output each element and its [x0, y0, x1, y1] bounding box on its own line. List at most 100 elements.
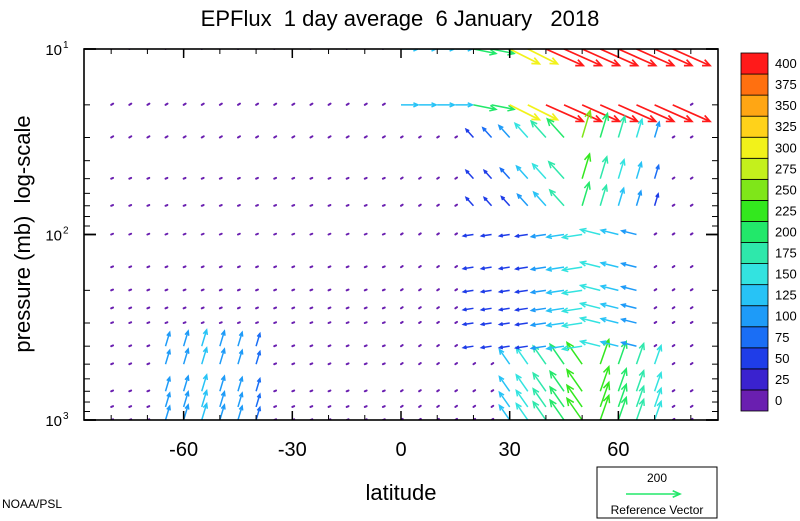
svg-text:2: 2: [63, 226, 69, 237]
flux-vector: [529, 289, 547, 295]
flux-vector: [309, 204, 314, 207]
flux-vector: [381, 204, 386, 207]
flux-vector: [255, 331, 262, 347]
flux-vector: [418, 288, 422, 292]
flux-vector: [497, 322, 510, 327]
flux-vector: [128, 405, 133, 408]
flux-vector: [363, 265, 368, 269]
flux-vector: [546, 117, 565, 139]
flux-vector: [200, 176, 205, 180]
flux-vector: [327, 176, 332, 180]
flux-vector: [291, 176, 296, 180]
flux-vector: [653, 265, 658, 269]
flux-vector: [490, 389, 495, 393]
flux-vector: [578, 227, 601, 236]
flux-vector: [237, 348, 244, 365]
flux-vector: [128, 176, 133, 180]
flux-vector: [455, 49, 475, 52]
flux-vector: [527, 49, 560, 65]
flux-vector: [381, 306, 386, 310]
flux-vector: [400, 135, 404, 139]
flux-vector: [327, 321, 332, 325]
svg-text:10: 10: [45, 228, 62, 245]
flux-vector: [635, 341, 645, 365]
colorbar-label: 25: [775, 372, 789, 387]
flux-vector: [291, 204, 296, 207]
flux-vector: [671, 176, 676, 180]
flux-vector: [490, 362, 495, 366]
flux-vector: [345, 389, 350, 393]
flux-vector: [164, 265, 169, 269]
flux-vector: [454, 306, 459, 310]
flux-vector: [653, 399, 663, 420]
flux-vector: [418, 389, 422, 393]
flux-vector: [218, 232, 223, 236]
flux-vector: [128, 232, 133, 236]
flux-vector: [515, 402, 529, 420]
flux-vector: [498, 390, 511, 408]
flux-vector: [560, 307, 583, 314]
flux-vector: [419, 102, 439, 108]
reference-vector-magnitude: 200: [647, 471, 667, 485]
flux-vector: [527, 104, 560, 121]
flux-vector: [345, 405, 350, 408]
flux-vector: [461, 322, 474, 327]
flux-vector: [599, 155, 609, 179]
colorbar-label: 275: [775, 161, 797, 176]
flux-vector: [454, 232, 459, 236]
flux-vector: [400, 232, 404, 236]
flux-vector: [532, 387, 547, 408]
flux-vector: [309, 288, 314, 292]
flux-vector: [164, 204, 169, 207]
flux-vector: [255, 376, 262, 392]
flux-vector: [436, 232, 440, 236]
flux-vector: [400, 265, 404, 269]
flux-vector: [418, 306, 422, 310]
flux-vector: [363, 321, 368, 325]
flux-vector: [529, 322, 547, 328]
flux-vector: [128, 362, 133, 366]
flux-vector: [164, 135, 169, 139]
colorbar-label: 325: [775, 119, 797, 134]
flux-vector: [531, 162, 547, 180]
flux-vector: [509, 49, 542, 65]
flux-vector: [513, 233, 528, 238]
svg-text:3: 3: [63, 411, 69, 422]
flux-vector: [689, 362, 694, 366]
flux-vector: [671, 344, 676, 348]
flux-vector: [479, 345, 492, 350]
flux-vector: [363, 135, 368, 139]
flux-vector: [327, 344, 332, 348]
flux-vector: [218, 135, 223, 139]
flux-vector: [617, 395, 628, 420]
flux-vector: [454, 135, 459, 139]
flux-vector: [237, 391, 244, 408]
flux-vector: [381, 362, 386, 366]
flux-vector: [218, 321, 223, 325]
flux-vector: [545, 345, 565, 351]
flux-vector: [636, 49, 676, 67]
flux-vector: [513, 345, 528, 350]
flux-vector: [671, 265, 676, 269]
flux-vector: [237, 375, 244, 392]
flux-vector: [578, 301, 601, 310]
flux-vector: [146, 321, 151, 325]
flux-vector: [146, 344, 151, 348]
flux-vector: [436, 203, 440, 207]
flux-vector: [110, 405, 115, 408]
flux-vector: [454, 265, 459, 269]
flux-vector: [237, 404, 244, 420]
flux-vector: [545, 104, 586, 123]
flux-vector: [164, 176, 169, 180]
flux-vector: [599, 183, 608, 206]
flux-vector: [219, 347, 226, 365]
colorbar-swatch: [740, 178, 769, 201]
x-tick-label: 60: [607, 439, 629, 461]
flux-vector: [273, 321, 278, 325]
flux-vector: [146, 306, 151, 310]
flux-vector: [671, 320, 676, 325]
flux-vector: [617, 114, 627, 138]
flux-vector: [381, 321, 386, 325]
flux-vector: [128, 389, 133, 393]
flux-vector: [255, 349, 262, 365]
